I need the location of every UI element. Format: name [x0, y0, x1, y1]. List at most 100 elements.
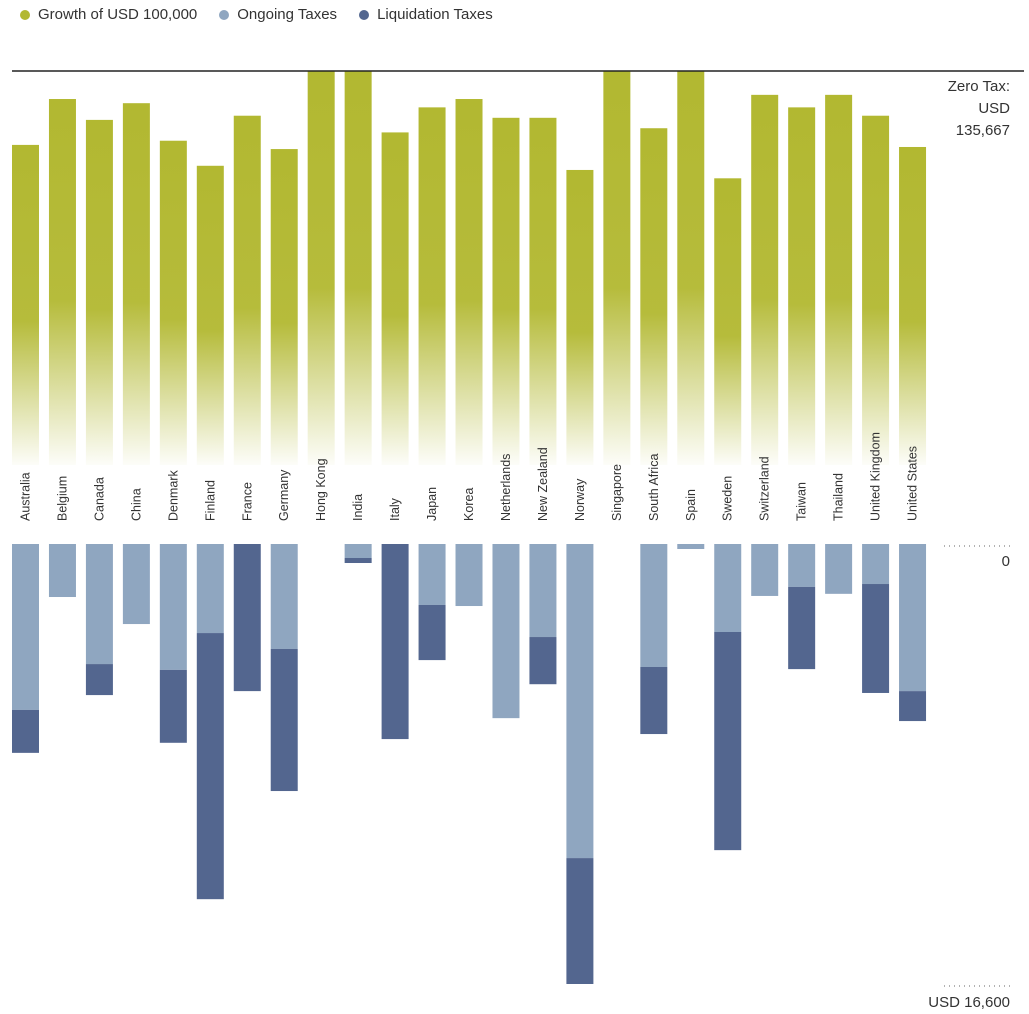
liquidation-tax-bar-france: [233, 544, 261, 692]
tax-bars: [12, 544, 927, 984]
category-label-switzerland: Switzerland: [758, 456, 772, 521]
category-label-canada: Canada: [92, 477, 106, 521]
category-label-united-kingdom: United Kingdom: [869, 432, 883, 521]
chart-legend: Growth of USD 100,000 Ongoing Taxes Liqu…: [20, 6, 515, 23]
legend-dot-growth: [20, 9, 30, 20]
ongoing-tax-bar-netherlands: [492, 544, 520, 719]
liquidation-tax-bar-norway: [566, 858, 594, 984]
ongoing-tax-bar-spain: [677, 544, 705, 550]
growth-bar-belgium: [48, 99, 76, 465]
liquidation-tax-bar-south-africa: [640, 666, 668, 735]
tax-scale-max-label: USD 16,600: [928, 994, 1010, 1011]
growth-bar-germany: [270, 149, 298, 465]
category-label-norway: Norway: [573, 478, 587, 521]
growth-bar-sweden: [714, 178, 742, 465]
ongoing-tax-bar-denmark: [159, 544, 187, 670]
liquidation-tax-bar-new-zealand: [529, 637, 557, 685]
category-label-india: India: [351, 494, 365, 521]
growth-bar-china: [122, 103, 150, 465]
growth-bar-new-zealand: [529, 117, 557, 465]
ongoing-tax-bar-china: [122, 544, 150, 625]
category-label-taiwan: Taiwan: [795, 482, 809, 521]
growth-bar-hong-kong: [307, 71, 335, 465]
growth-bar-finland: [196, 165, 224, 466]
category-label-belgium: Belgium: [55, 476, 69, 521]
category-label-sweden: Sweden: [721, 476, 735, 521]
growth-bar-japan: [418, 107, 446, 466]
category-label-korea: Korea: [462, 488, 476, 521]
category-label-finland: Finland: [203, 480, 217, 521]
growth-bar-norway: [566, 169, 594, 465]
growth-bar-singapore: [603, 71, 631, 465]
growth-bar-italy: [381, 132, 409, 465]
ongoing-tax-bar-india: [344, 544, 372, 558]
category-label-thailand: Thailand: [832, 473, 846, 521]
legend-item-liquidation: Liquidation Taxes: [359, 6, 493, 23]
zero-tax-line3: 135,667: [955, 122, 1010, 139]
liquidation-tax-bar-japan: [418, 604, 446, 661]
legend-dot-ongoing: [219, 9, 230, 20]
category-label-australia: Australia: [19, 472, 33, 521]
category-label-france: France: [240, 482, 254, 521]
growth-bar-united-states: [899, 146, 927, 465]
growth-bar-south-africa: [640, 128, 668, 465]
liquidation-tax-bar-united-kingdom: [862, 584, 890, 693]
zero-tax-line1: Zero Tax:: [947, 78, 1010, 95]
growth-bar-india: [344, 71, 372, 465]
growth-bar-spain: [677, 71, 705, 465]
ongoing-tax-bar-australia: [12, 544, 39, 710]
growth-bar-netherlands: [492, 117, 520, 465]
category-label-japan: Japan: [425, 487, 439, 521]
ongoing-tax-bar-new-zealand: [529, 544, 557, 638]
ongoing-tax-bar-thailand: [825, 544, 853, 594]
category-label-hong-kong: Hong Kong: [314, 458, 328, 521]
ongoing-tax-bar-united-states: [899, 544, 927, 692]
zero-tax-line2: USD: [978, 100, 1010, 117]
ongoing-tax-bar-taiwan: [788, 544, 816, 587]
growth-bar-switzerland: [751, 94, 779, 465]
growth-bar-korea: [455, 99, 483, 465]
country-labels: Australia Belgium Canada China Denmark Finlan…: [19, 432, 920, 521]
category-label-new-zealand: New Zealand: [536, 447, 550, 521]
growth-bar-australia: [12, 144, 39, 466]
legend-label-ongoing: Ongoing Taxes: [237, 6, 338, 23]
ongoing-tax-bar-south-africa: [640, 544, 668, 667]
liquidation-tax-bar-australia: [12, 709, 39, 753]
category-label-south-africa: South Africa: [647, 454, 661, 521]
liquidation-tax-bar-india: [344, 557, 372, 564]
legend-dot-liquidation: [359, 9, 370, 20]
category-label-netherlands: Netherlands: [499, 454, 513, 521]
ongoing-tax-bar-japan: [418, 544, 446, 605]
growth-bar-france: [233, 115, 261, 466]
ongoing-tax-bar-united-kingdom: [862, 544, 890, 585]
ongoing-tax-bar-germany: [270, 544, 298, 649]
category-label-united-states: United States: [906, 446, 920, 521]
liquidation-tax-bar-germany: [270, 648, 298, 792]
growth-bars: [12, 71, 927, 466]
growth-bar-denmark: [159, 140, 187, 465]
category-label-china: China: [129, 488, 143, 521]
legend-item-growth: Growth of USD 100,000: [20, 6, 197, 23]
tax-scale-zero-label: 0: [1001, 553, 1010, 570]
liquidation-tax-bar-united-states: [899, 691, 927, 722]
liquidation-tax-bar-finland: [196, 633, 224, 900]
zero-tax-annotation: Zero Tax: USD 135,667: [948, 76, 1010, 142]
liquidation-tax-bar-canada: [85, 664, 113, 696]
liquidation-tax-bar-italy: [381, 544, 409, 740]
liquidation-tax-bar-sweden: [714, 632, 742, 851]
growth-bar-united-kingdom: [862, 115, 890, 466]
liquidation-tax-bar-taiwan: [788, 586, 816, 670]
ongoing-tax-bar-belgium: [48, 544, 76, 598]
growth-bar-canada: [85, 119, 113, 465]
category-label-singapore: Singapore: [610, 464, 624, 521]
ongoing-tax-bar-switzerland: [751, 544, 779, 596]
ongoing-tax-bar-norway: [566, 544, 594, 859]
ongoing-tax-bar-korea: [455, 544, 483, 607]
legend-label-liquidation: Liquidation Taxes: [377, 6, 493, 23]
category-label-italy: Italy: [388, 497, 402, 521]
ongoing-tax-bar-sweden: [714, 544, 742, 632]
ongoing-tax-bar-finland: [196, 544, 224, 634]
category-label-germany: Germany: [277, 469, 291, 521]
growth-bar-thailand: [825, 94, 853, 465]
